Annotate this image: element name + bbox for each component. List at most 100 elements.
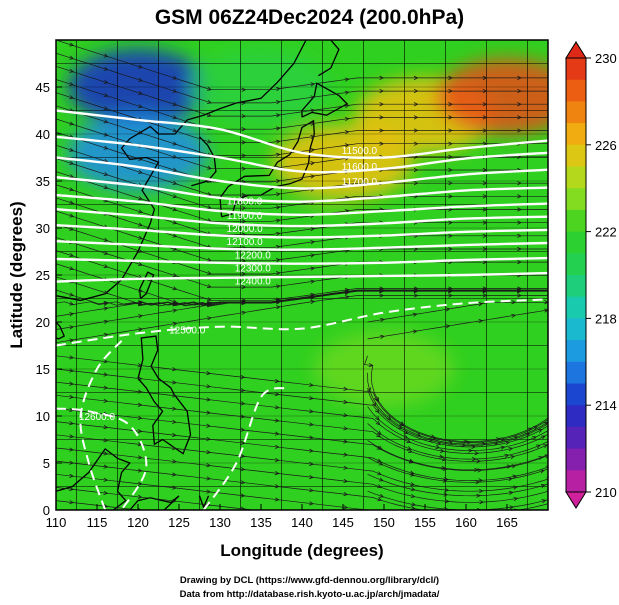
colorbar-segment <box>566 123 586 146</box>
coastline <box>137 335 192 455</box>
streamline-arrow <box>511 300 517 305</box>
streamline-arrow <box>482 289 488 294</box>
streamline-arrow <box>448 75 453 81</box>
contour-12600 <box>202 386 286 510</box>
streamline-arrow <box>241 298 247 303</box>
streamline-arrow <box>482 286 488 291</box>
streamline-arrow <box>379 75 385 81</box>
colorbar: 210 214 218 222 226 230 <box>565 41 617 509</box>
streamline-arrow <box>309 422 314 427</box>
coastline <box>129 495 180 510</box>
streamline-arrow <box>172 101 178 106</box>
streamline-arrow <box>103 145 109 150</box>
streamline-arrow <box>274 405 280 410</box>
axes: Longitude (degrees) Latitude (degrees) 1… <box>7 80 518 560</box>
streamline-arrow <box>138 248 143 253</box>
streamline-arrow <box>138 288 143 293</box>
streamline-arrow <box>172 432 177 438</box>
streamline-arrow <box>379 115 385 120</box>
streamline-arrow <box>310 240 316 245</box>
streamline <box>56 65 548 117</box>
streamline-arrow <box>172 141 178 146</box>
streamline-arrow <box>344 77 350 82</box>
streamline-arrow <box>544 308 548 313</box>
streamline-arrow <box>448 88 453 94</box>
streamline-arrow <box>435 445 441 450</box>
streamline-arrow <box>103 79 109 84</box>
streamline-arrow <box>274 392 280 397</box>
streamline <box>56 434 548 492</box>
streamline-arrow <box>206 489 212 494</box>
streamline <box>56 263 548 306</box>
streamline-arrow <box>275 231 281 236</box>
streamline-arrow <box>137 494 143 499</box>
streamline-arrow <box>69 460 75 465</box>
contour-11700 <box>56 156 548 190</box>
streamline-arrow <box>138 314 144 319</box>
streamline-arrow <box>172 498 177 503</box>
streamline-arrow <box>495 437 501 442</box>
streamline-arrow <box>552 289 556 292</box>
streamline-arrow <box>517 207 522 212</box>
streamline-arrow <box>552 195 556 198</box>
streamline-arrow <box>103 438 109 443</box>
streamline-arrow <box>240 440 246 445</box>
streamline-arrow <box>69 121 75 126</box>
colorbar-segment <box>566 361 586 384</box>
streamline-arrow <box>407 448 413 453</box>
streamline-arrow <box>413 181 419 186</box>
contour-label: 12100.0 <box>227 237 264 248</box>
streamline-arrow <box>552 290 556 293</box>
streamline-arrow <box>413 141 419 146</box>
streamline <box>367 457 548 483</box>
streamline-arrow <box>207 316 212 321</box>
streamline-arrow <box>377 471 382 476</box>
streamline-arrow <box>69 355 75 360</box>
streamline-arrow <box>367 387 372 393</box>
streamline-arrow <box>275 244 281 250</box>
streamline-arrow <box>445 511 449 514</box>
streamline-arrow <box>441 465 447 471</box>
y-tick-label: 20 <box>36 315 50 330</box>
streamline-arrow <box>343 386 349 391</box>
streamline-arrow <box>103 372 109 377</box>
streamline-arrow <box>509 505 515 510</box>
streamline-arrow <box>513 485 518 490</box>
streamline-arrow <box>138 327 144 332</box>
streamline <box>367 301 548 323</box>
streamline-arrow <box>374 408 380 414</box>
streamline-arrow <box>69 292 75 297</box>
streamline-arrow <box>69 312 75 317</box>
colorbar-frame <box>565 57 587 493</box>
streamline-arrow <box>482 102 488 107</box>
streamline-arrow <box>206 165 212 170</box>
streamline-arrow <box>172 273 178 278</box>
contour-label: 12500.0 <box>169 326 206 337</box>
streamline-arrow <box>517 289 522 294</box>
streamline-arrow <box>481 441 487 446</box>
streamline-arrow <box>172 167 178 172</box>
streamline-arrow <box>241 100 247 106</box>
streamline-arrow <box>103 132 109 137</box>
streamline-arrow <box>471 444 477 450</box>
streamline-arrow <box>412 312 418 317</box>
streamline-arrow <box>241 153 247 158</box>
streamline-arrow <box>403 430 409 435</box>
coastline <box>56 321 66 340</box>
colorbar-segment <box>566 58 586 81</box>
y-tick-label: 35 <box>36 174 50 189</box>
streamline-arrow <box>137 468 143 473</box>
colorbar-segment <box>566 426 586 450</box>
streamline-arrow <box>103 490 109 496</box>
streamline-arrow <box>241 219 247 224</box>
streamline-arrow <box>448 440 454 445</box>
streamline-arrow <box>448 220 453 225</box>
streamline-arrow <box>517 181 522 186</box>
streamline-arrow <box>206 113 212 118</box>
colorbar-segment <box>566 383 586 406</box>
streamline-arrow <box>69 253 75 258</box>
streamline-arrow <box>103 451 109 456</box>
streamline <box>367 406 548 451</box>
streamline-arrow <box>103 398 109 403</box>
streamline <box>56 250 548 301</box>
